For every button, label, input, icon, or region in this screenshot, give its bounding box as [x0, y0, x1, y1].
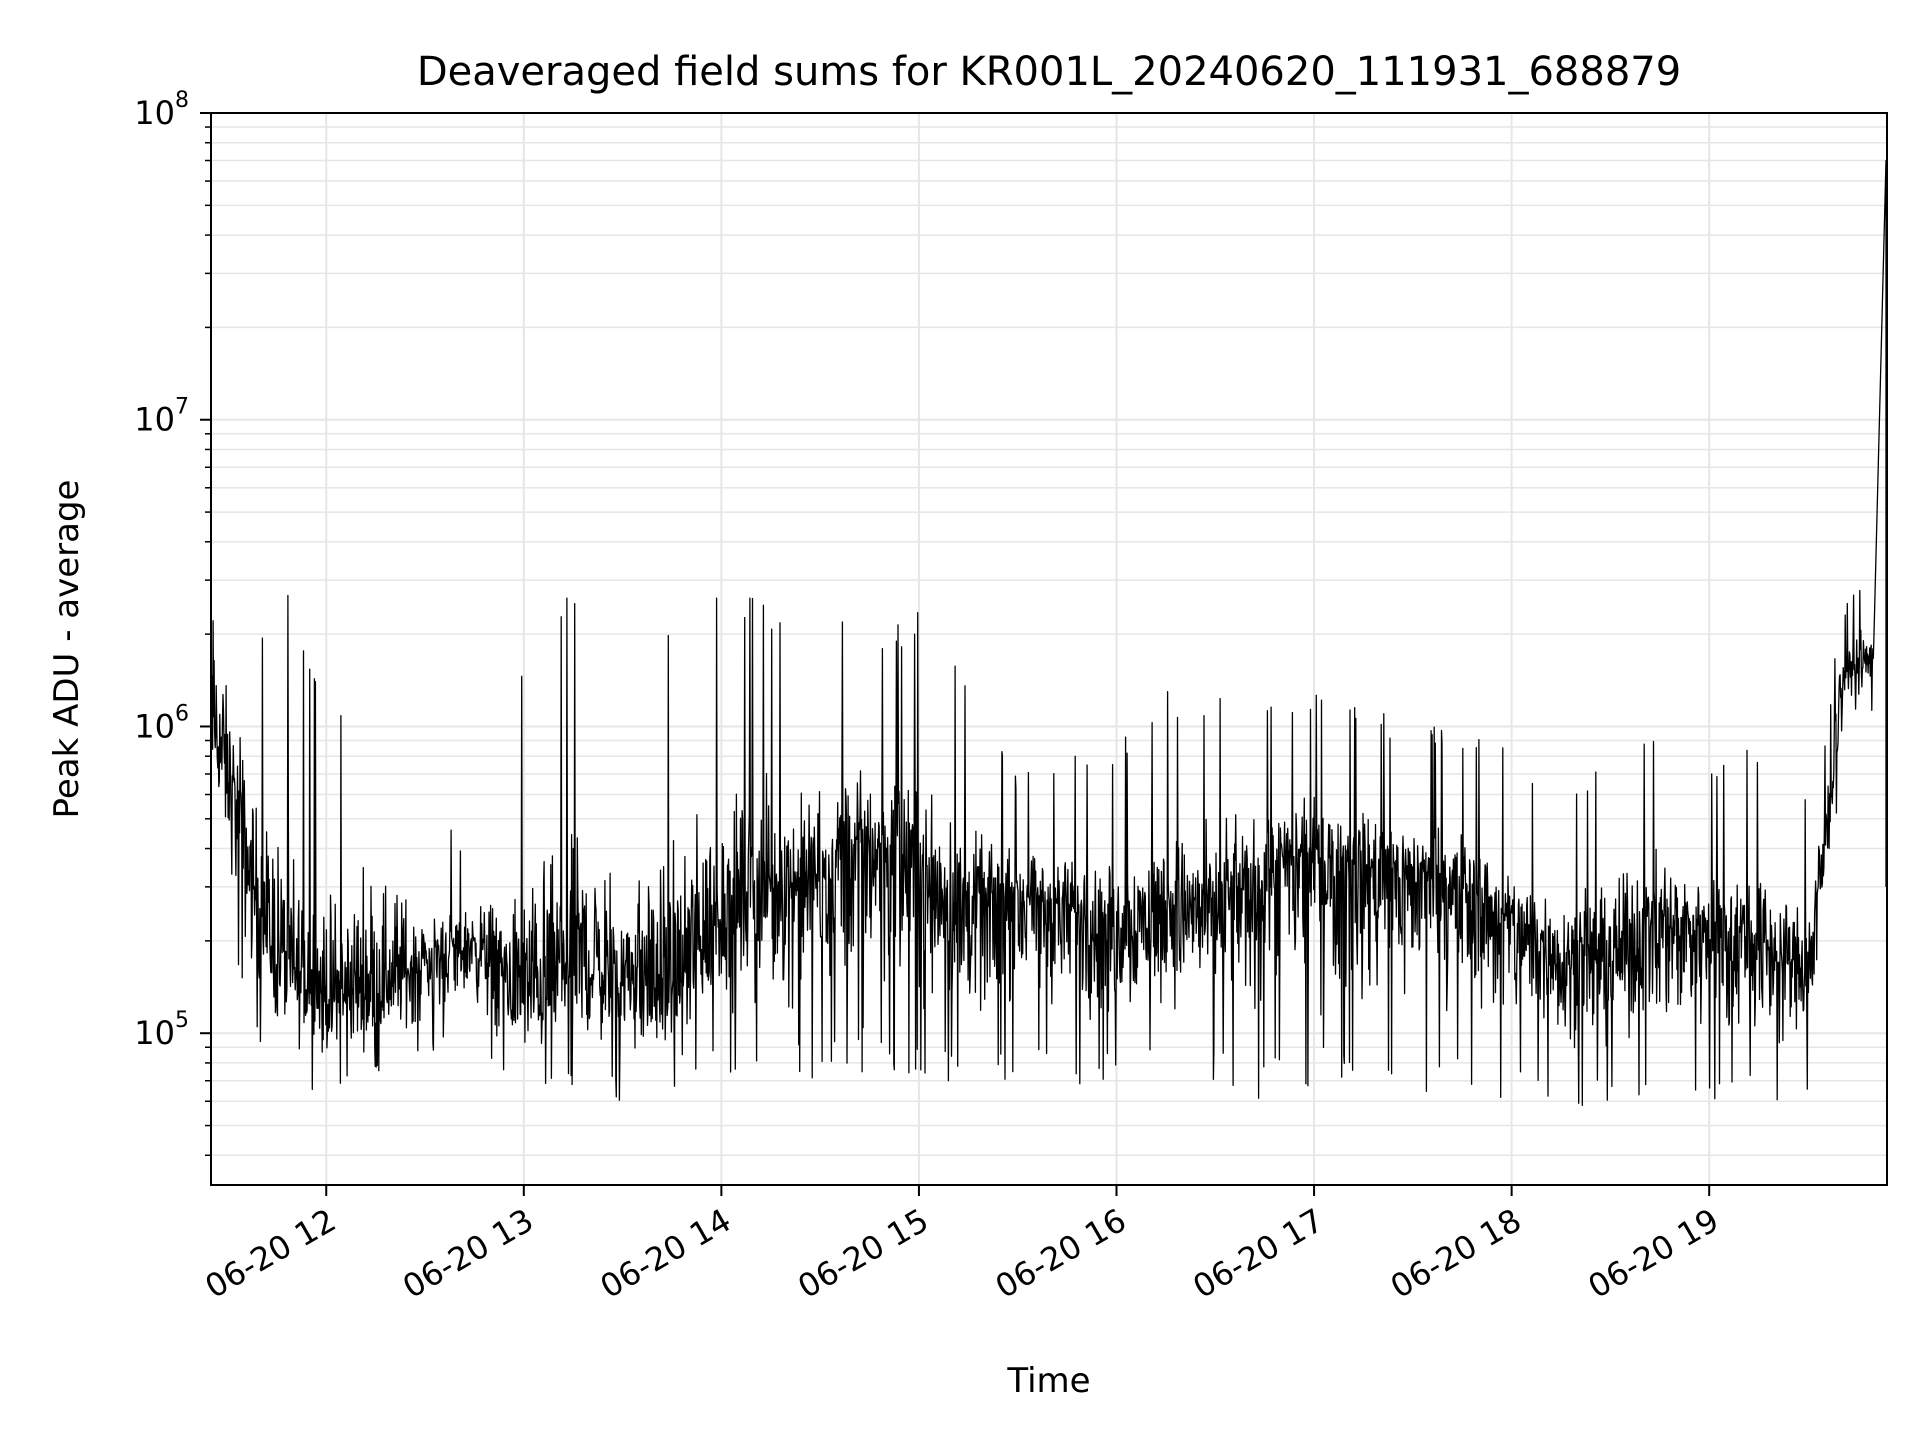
y-tick-label: 105 — [134, 1008, 189, 1052]
plot-frame — [210, 112, 1888, 1186]
y-tick-exponent: 5 — [175, 1008, 189, 1033]
y-axis-label: Peak ADU - average — [47, 480, 87, 819]
series-polyline — [210, 159, 1887, 1107]
chart-title: Deaveraged field sums for KR001L_2024062… — [417, 49, 1681, 95]
y-tick-base: 10 — [134, 1014, 175, 1052]
y-tick-exponent: 8 — [175, 88, 189, 113]
x-axis-label: Time — [1006, 1361, 1090, 1401]
y-tick-base: 10 — [134, 94, 175, 132]
y-tick-label: 108 — [134, 88, 189, 132]
series-line — [210, 159, 1887, 1107]
y-tick-label: 106 — [134, 701, 189, 745]
y-tick-exponent: 6 — [175, 701, 189, 726]
y-tick-base: 10 — [134, 707, 175, 745]
y-tick-base: 10 — [134, 401, 175, 439]
y-tick-exponent: 7 — [175, 395, 189, 420]
y-tick-label: 107 — [134, 395, 189, 439]
